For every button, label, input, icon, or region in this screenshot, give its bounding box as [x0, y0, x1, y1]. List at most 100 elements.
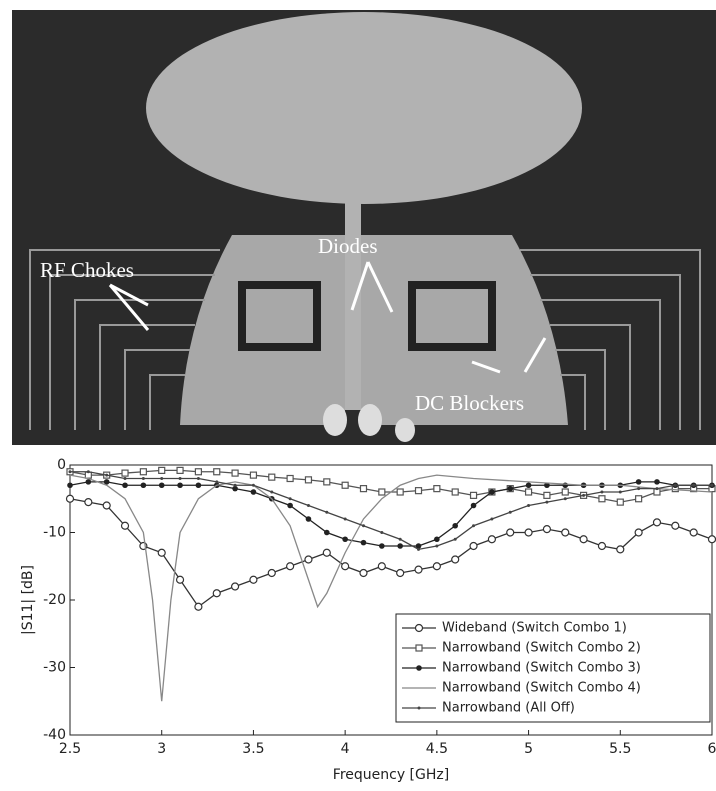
data-point: [304, 555, 313, 564]
data-point: [415, 543, 422, 549]
data-point: [490, 517, 494, 521]
data-point: [451, 555, 460, 564]
data-point: [637, 487, 641, 491]
photo-label: DC Blockers: [415, 391, 524, 415]
data-point: [249, 471, 258, 479]
data-point: [396, 488, 404, 496]
data-point: [417, 547, 421, 551]
data-point: [414, 487, 423, 495]
legend-label: Narrowband (Switch Combo 3): [442, 661, 641, 676]
data-point: [508, 510, 512, 514]
x-tick-label: 2.5: [59, 741, 81, 757]
data-point: [249, 575, 258, 584]
data-point: [139, 468, 147, 476]
data-point: [545, 500, 549, 504]
photo-label: Diodes: [318, 234, 378, 258]
data-point: [616, 498, 624, 506]
data-point: [379, 543, 385, 549]
data-point: [325, 510, 329, 514]
legend-label: Narrowband (All Off): [442, 701, 575, 716]
data-point: [618, 490, 622, 494]
antenna-patch: [146, 12, 582, 204]
data-point: [323, 478, 331, 486]
data-point: [343, 517, 347, 521]
data-point: [65, 494, 75, 503]
data-point: [288, 497, 292, 501]
legend-label: Narrowband (Switch Combo 2): [442, 641, 641, 656]
data-point: [562, 482, 569, 489]
data-point: [692, 483, 696, 487]
x-tick-label: 3.5: [242, 741, 264, 757]
legend-label: Narrowband (Switch Combo 4): [442, 681, 641, 696]
data-point: [506, 528, 515, 537]
data-point: [380, 531, 384, 534]
data-point: [341, 481, 349, 489]
data-point: [231, 469, 239, 477]
legend-marker: [417, 706, 421, 710]
data-point: [305, 516, 312, 522]
data-point: [710, 483, 714, 487]
data-point: [322, 548, 331, 557]
data-point: [673, 483, 677, 487]
y-tick-label: 0: [57, 457, 66, 473]
data-point: [377, 562, 386, 571]
data-point: [452, 522, 459, 529]
series-line: [69, 474, 713, 702]
y-tick-label: -10: [43, 525, 66, 541]
x-tick-label: 5.5: [609, 741, 631, 757]
data-point: [397, 543, 403, 549]
data-point: [616, 545, 625, 554]
data-point: [84, 498, 93, 507]
switch-left: [238, 281, 321, 351]
x-tick-label: 4: [341, 741, 350, 757]
data-point: [489, 489, 495, 495]
data-point: [286, 562, 295, 571]
data-point: [215, 480, 219, 484]
data-point: [451, 488, 459, 496]
bias-lines: [29, 249, 701, 430]
data-point: [251, 483, 255, 487]
data-point: [176, 466, 184, 474]
data-point: [707, 535, 716, 544]
data-point: [579, 535, 588, 544]
series-line: [70, 471, 712, 551]
data-point: [469, 541, 478, 551]
data-point: [178, 477, 182, 480]
data-point: [158, 482, 165, 489]
data-point: [304, 476, 313, 484]
y-tick-label: -40: [43, 727, 66, 743]
data-point: [158, 466, 166, 474]
data-point: [433, 485, 441, 493]
data-point: [582, 493, 586, 497]
data-point: [103, 479, 110, 485]
data-point: [361, 524, 365, 528]
data-point: [542, 525, 552, 534]
data-point: [250, 489, 257, 495]
data-point: [634, 528, 643, 537]
data-point: [689, 528, 698, 537]
x-axis-label: Frequency [GHz]: [333, 767, 449, 783]
data-point: [435, 544, 439, 548]
data-point: [196, 477, 200, 480]
data-point: [654, 479, 660, 485]
data-point: [359, 485, 368, 493]
data-point: [600, 490, 604, 494]
x-tick-label: 4.5: [426, 741, 448, 757]
data-point: [414, 565, 423, 574]
data-point: [635, 479, 642, 485]
data-point: [470, 502, 477, 509]
data-point: [157, 548, 166, 557]
data-point: [230, 582, 240, 591]
data-point: [524, 528, 533, 537]
data-point: [212, 589, 221, 598]
data-point: [472, 524, 476, 528]
y-tick-label: -20: [43, 592, 66, 608]
data-point: [122, 482, 128, 489]
y-tick-label: -30: [43, 660, 66, 676]
data-point: [286, 474, 294, 483]
data-point: [469, 491, 478, 499]
data-point: [525, 482, 532, 489]
solder-pads: [323, 404, 415, 442]
data-point: [67, 482, 73, 489]
